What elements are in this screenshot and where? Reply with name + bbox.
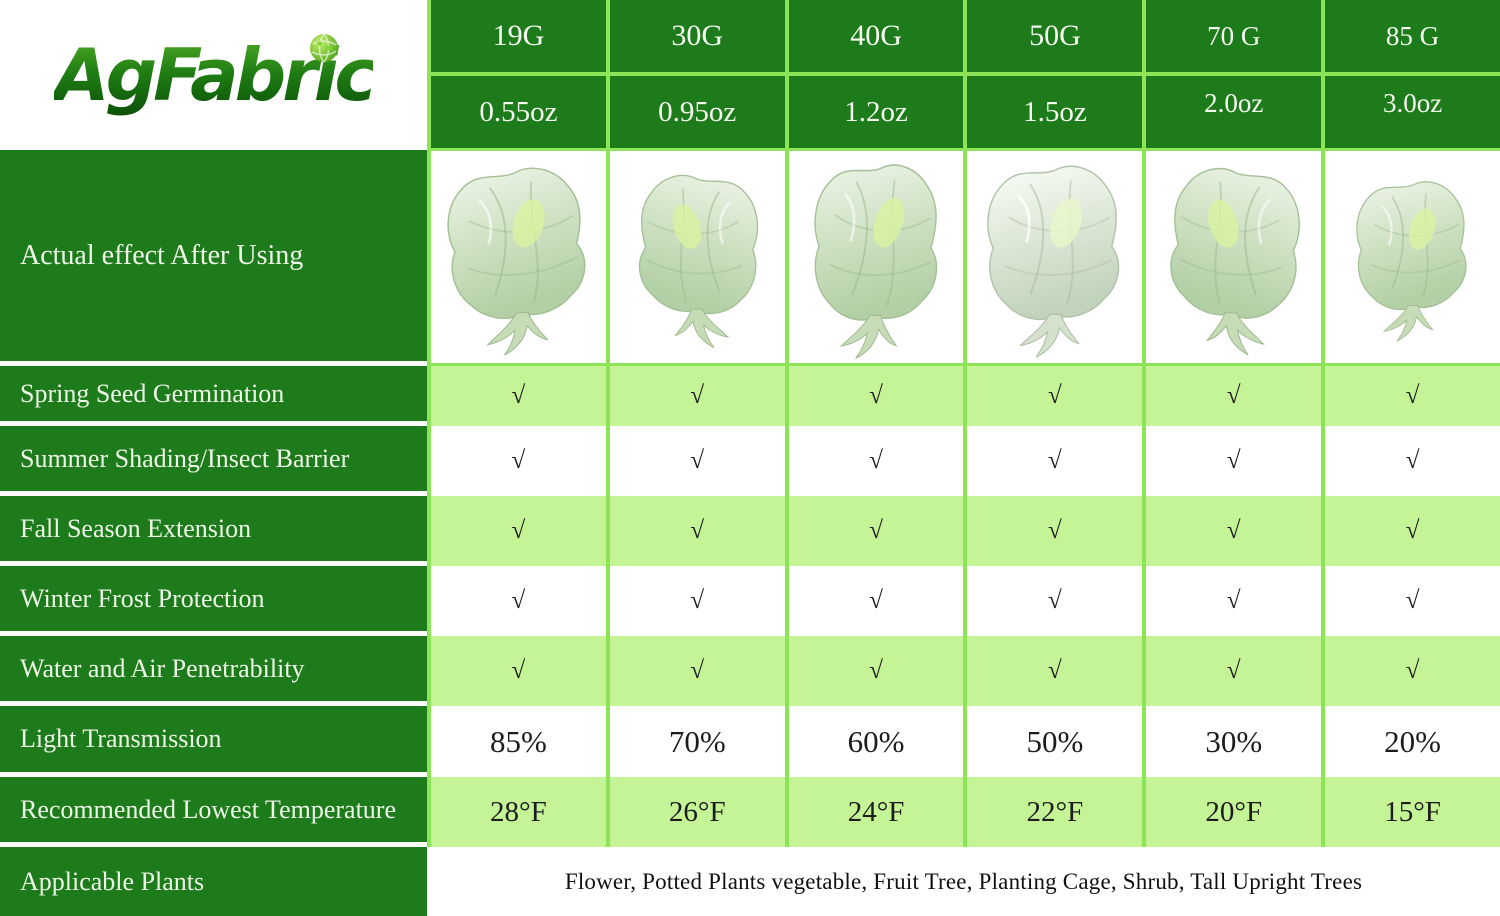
plant-photo-cell xyxy=(967,151,1143,366)
light-transmission-cell: 70% xyxy=(609,706,785,777)
weight-g-cell: 70 G xyxy=(1146,0,1322,76)
plant-photo-cell xyxy=(431,151,606,366)
light-transmission-cell: 85% xyxy=(431,706,606,777)
product-column-40g: 40G 1.2oz √ √ √ √ √ 60% 24°F xyxy=(784,0,964,847)
check-cell: √ xyxy=(431,496,606,566)
row-label-summer-shading: Summer Shading/Insect Barrier xyxy=(0,426,427,496)
check-cell: √ xyxy=(967,426,1143,496)
check-cell: √ xyxy=(1325,566,1500,636)
check-cell: √ xyxy=(788,366,964,426)
light-transmission-cell: 30% xyxy=(1146,706,1322,777)
check-cell: √ xyxy=(967,496,1143,566)
row-label-applicable-plants: Applicable Plants xyxy=(0,847,427,916)
row-label-fall-extension: Fall Season Extension xyxy=(0,496,427,566)
applicable-plants-value: Flower, Potted Plants vegetable, Fruit T… xyxy=(427,847,1500,916)
lowest-temperature-cell: 20°F xyxy=(1146,777,1322,847)
weight-g-cell: 40G xyxy=(788,0,964,76)
check-cell: √ xyxy=(788,426,964,496)
check-cell: √ xyxy=(431,636,606,706)
covered-plant-image xyxy=(1166,165,1303,358)
row-label-actual-effect: Actual effect After Using xyxy=(0,150,427,366)
product-column-85g: 85 G 3.0oz √ √ √ √ √ 20% 15°F xyxy=(1321,0,1500,847)
covered-plant-image xyxy=(808,160,942,363)
check-cell: √ xyxy=(1325,426,1500,496)
weight-oz-cell: 2.0oz xyxy=(1146,76,1322,151)
check-cell: √ xyxy=(1146,496,1322,566)
product-column-50g: 50G 1.5oz √ √ √ √ √ 50% 22°F xyxy=(963,0,1143,847)
plant-photo-cell xyxy=(788,151,964,366)
lowest-temperature-cell: 24°F xyxy=(788,777,964,847)
check-cell: √ xyxy=(609,496,785,566)
weight-g-cell: 30G xyxy=(609,0,785,76)
check-cell: √ xyxy=(967,366,1143,426)
check-cell: √ xyxy=(431,426,606,496)
row-label-column: AgFabric Actual effect After Using Sprin… xyxy=(0,0,427,916)
check-cell: √ xyxy=(1325,496,1500,566)
light-transmission-cell: 20% xyxy=(1325,706,1500,777)
check-cell: √ xyxy=(967,636,1143,706)
brand-logo: AgFabric xyxy=(0,0,427,150)
light-transmission-cell: 50% xyxy=(967,706,1143,777)
check-cell: √ xyxy=(1146,566,1322,636)
covered-plant-image xyxy=(638,174,759,350)
covered-plant-image xyxy=(986,164,1121,359)
check-cell: √ xyxy=(1146,636,1322,706)
lowest-temperature-cell: 22°F xyxy=(967,777,1143,847)
check-cell: √ xyxy=(431,566,606,636)
row-label-light-transmission: Light Transmission xyxy=(0,706,427,777)
product-column-70g: 70 G 2.0oz √ √ √ √ √ 30% 20°F xyxy=(1142,0,1322,847)
check-cell: √ xyxy=(1146,366,1322,426)
weight-oz-cell: 1.5oz xyxy=(967,76,1143,151)
product-column-19g: 19G 0.55oz √ √ √ √ √ 85% 28°F xyxy=(427,0,606,847)
check-cell: √ xyxy=(1325,636,1500,706)
check-cell: √ xyxy=(609,426,785,496)
weight-g-cell: 50G xyxy=(967,0,1143,76)
globe-icon xyxy=(310,33,339,63)
covered-plant-image xyxy=(443,164,591,360)
plant-photo-cell xyxy=(609,151,785,366)
lowest-temperature-cell: 26°F xyxy=(609,777,785,847)
lowest-temperature-cell: 28°F xyxy=(431,777,606,847)
row-label-water-air: Water and Air Penetrability xyxy=(0,636,427,706)
row-label-spring-germination: Spring Seed Germination xyxy=(0,366,427,426)
row-label-winter-frost: Winter Frost Protection xyxy=(0,566,427,636)
check-cell: √ xyxy=(609,566,785,636)
check-cell: √ xyxy=(967,566,1143,636)
data-grid: 19G 0.55oz √ √ √ √ √ 85% 28°F 30G 0.95oz… xyxy=(427,0,1500,916)
weight-oz-cell: 1.2oz xyxy=(788,76,964,151)
check-cell: √ xyxy=(609,636,785,706)
check-cell: √ xyxy=(1325,366,1500,426)
check-cell: √ xyxy=(609,366,785,426)
check-cell: √ xyxy=(1146,426,1322,496)
weight-oz-cell: 3.0oz xyxy=(1325,76,1500,151)
check-cell: √ xyxy=(788,496,964,566)
weight-g-cell: 19G xyxy=(431,0,606,76)
weight-oz-cell: 0.95oz xyxy=(609,76,785,151)
check-cell: √ xyxy=(431,366,606,426)
weight-g-cell: 85 G xyxy=(1325,0,1500,76)
light-transmission-cell: 60% xyxy=(788,706,964,777)
plant-photo-cell xyxy=(1325,151,1500,366)
lowest-temperature-cell: 15°F xyxy=(1325,777,1500,847)
weight-oz-cell: 0.55oz xyxy=(431,76,606,151)
covered-plant-image xyxy=(1355,180,1468,343)
check-cell: √ xyxy=(788,636,964,706)
check-cell: √ xyxy=(788,566,964,636)
plant-photo-cell xyxy=(1146,151,1322,366)
row-label-lowest-temperature: Recommended Lowest Temperature xyxy=(0,777,427,847)
product-column-30g: 30G 0.95oz √ √ √ √ √ 70% 26°F xyxy=(605,0,785,847)
